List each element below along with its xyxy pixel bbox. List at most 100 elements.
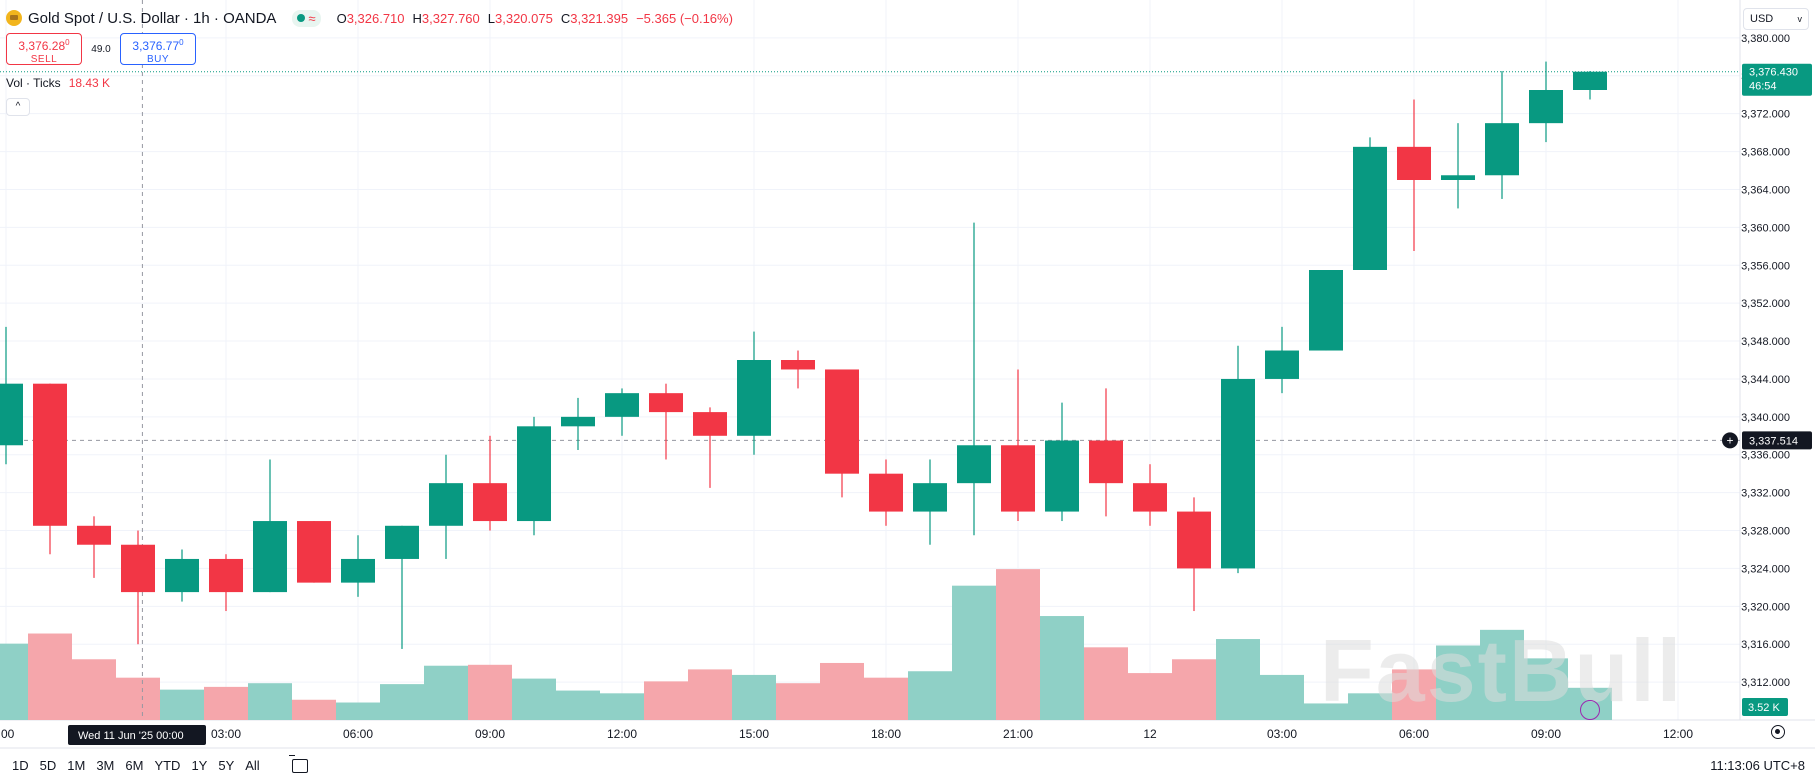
volume-bar: [380, 684, 424, 720]
volume-bar: [996, 569, 1040, 720]
y-tick-label: 3,316.000: [1741, 639, 1790, 651]
volume-bar: [204, 686, 248, 720]
range-5d[interactable]: 5D: [39, 758, 57, 773]
volume-bar: [952, 585, 996, 720]
range-selector: 1D 5D 1M 3M 6M YTD 1Y 5Y All: [12, 758, 260, 773]
settings-icon[interactable]: [1771, 725, 1785, 739]
volume-bar: [468, 664, 512, 720]
candle-body: [209, 558, 243, 593]
candle-body: [1397, 146, 1431, 180]
candle-body: [253, 521, 287, 593]
candle-body: [517, 426, 551, 522]
candle-body: [561, 416, 595, 427]
x-tick-label: 03:00: [211, 727, 241, 741]
volume-bar: [864, 677, 908, 720]
volume-bar: [1216, 639, 1260, 720]
y-tick-label: 3,324.000: [1741, 563, 1790, 575]
y-tick-label: 3,340.000: [1741, 412, 1790, 424]
crosshair-price-label: 3,337.514: [1749, 435, 1798, 447]
candle-body: [429, 483, 463, 526]
range-1m[interactable]: 1M: [67, 758, 86, 773]
volume-bar: [1524, 658, 1568, 720]
range-3m[interactable]: 3M: [96, 758, 115, 773]
symbol-title[interactable]: Gold Spot / U.S. Dollar · 1h · OANDA: [28, 9, 277, 27]
x-tick-label: 09:00: [1531, 727, 1561, 741]
x-tick-label: 03:00: [1267, 727, 1297, 741]
volume-bar: [1128, 673, 1172, 720]
buy-button[interactable]: 3,376.770 BUY: [120, 33, 196, 65]
replay-icon[interactable]: [1580, 700, 1600, 720]
range-6m[interactable]: 6M: [125, 758, 144, 773]
candle-body: [1485, 123, 1519, 176]
volume-legend[interactable]: Vol · Ticks 18.43 K: [6, 76, 110, 90]
volume-bar: [688, 669, 732, 720]
candle-body: [781, 360, 815, 370]
y-tick-label: 3,368.000: [1741, 147, 1790, 159]
volume-bar: [600, 693, 644, 720]
currency-select[interactable]: USD v: [1743, 8, 1809, 30]
range-5y[interactable]: 5Y: [218, 758, 235, 773]
range-ytd[interactable]: YTD: [154, 758, 181, 773]
candle-body: [1309, 270, 1343, 351]
clock[interactable]: 11:13:06 UTC+8: [1710, 758, 1805, 773]
watermark-logo: FastBull: [1320, 621, 1684, 720]
candle-body: [385, 525, 419, 559]
y-tick-label: 3,336.000: [1741, 450, 1790, 462]
sell-button[interactable]: 3,376.280 SELL: [6, 33, 82, 65]
collapse-legend-button[interactable]: ^: [6, 98, 30, 116]
candle-body: [913, 483, 947, 512]
volume-bar: [1392, 669, 1436, 720]
volume-bar: [28, 633, 72, 720]
y-tick-label: 3,380.000: [1741, 33, 1790, 45]
gold-coin-icon[interactable]: [6, 10, 22, 26]
candle-body: [1529, 90, 1563, 124]
candle-body: [1089, 440, 1123, 484]
volume-bar: [116, 677, 160, 720]
volume-bar: [644, 681, 688, 720]
x-tick-label: :00: [0, 727, 15, 741]
x-tick-label: 06:00: [1399, 727, 1429, 741]
volume-bar: [1348, 693, 1392, 720]
candle-body: [1045, 440, 1079, 512]
candle-body: [297, 521, 331, 583]
candle-body: [1001, 445, 1035, 512]
range-all[interactable]: All: [245, 758, 260, 773]
x-tick-label: 09:00: [475, 727, 505, 741]
candle-body: [33, 383, 67, 526]
x-tick-label: 12:00: [1663, 727, 1693, 741]
chevron-down-icon: v: [1797, 14, 1803, 24]
candle-body: [1265, 350, 1299, 379]
crosshair-price-box: [1742, 431, 1812, 450]
volume-value: 18.43 K: [68, 76, 111, 90]
candle-body: [1573, 71, 1607, 90]
trade-panel: 3,376.280 SELL 49.0 3,376.770 BUY: [6, 33, 196, 65]
y-tick-label: 3,344.000: [1741, 374, 1790, 386]
last-price-label: 3,376.430: [1749, 67, 1798, 79]
candle-body: [737, 360, 771, 436]
calendar-icon[interactable]: [288, 754, 308, 773]
volume-bar: [248, 683, 292, 720]
y-tick-label: 3,348.000: [1741, 336, 1790, 348]
countdown-label: 46:54: [1749, 81, 1777, 93]
market-open-icon: [297, 14, 306, 22]
candle-body: [649, 393, 683, 413]
x-tick-label: 18:00: [871, 727, 901, 741]
volume-last-label: 3.52 K: [1748, 702, 1780, 714]
range-1d[interactable]: 1D: [12, 758, 29, 773]
candle-body: [473, 483, 507, 522]
range-1y[interactable]: 1Y: [191, 758, 208, 773]
candle-body: [825, 369, 859, 474]
candle-body: [1221, 378, 1255, 569]
status-indicators[interactable]: ≈: [292, 9, 321, 27]
last-price-box: [1742, 63, 1812, 96]
chart-header: Gold Spot / U.S. Dollar · 1h · OANDA ≈ O…: [6, 8, 733, 28]
y-tick-label: 3,360.000: [1741, 222, 1790, 234]
volume-bar: [0, 643, 28, 720]
y-tick-label: 3,356.000: [1741, 260, 1790, 272]
candle-body: [605, 393, 639, 417]
x-tick-label: 12: [1143, 727, 1157, 741]
ohlc-readout: O3,326.710 H3,327.760 L3,320.075 C3,321.…: [336, 10, 733, 26]
volume-bar: [424, 665, 468, 720]
candle-body: [77, 525, 111, 545]
